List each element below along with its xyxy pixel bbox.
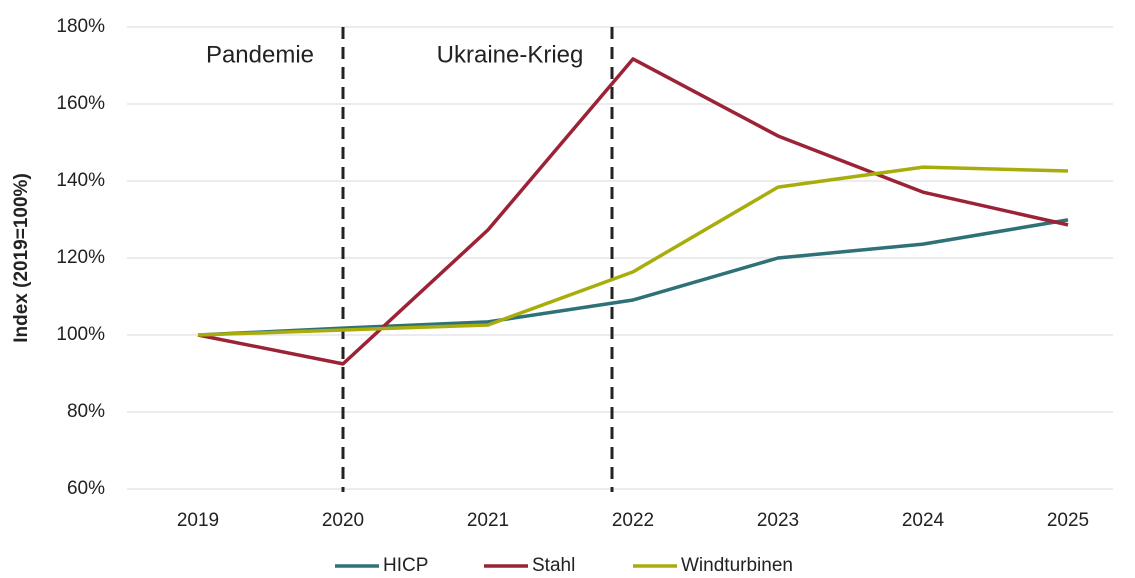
y-tick-label: 140% [56, 170, 105, 191]
y-tick-label: 160% [56, 93, 105, 114]
annotation: Pandemie [206, 41, 314, 68]
x-tick-label: 2023 [757, 510, 799, 531]
x-tick-label: 2022 [612, 510, 654, 531]
x-tick-label: 2019 [177, 510, 219, 531]
x-tick-label: 2021 [467, 510, 509, 531]
y-tick-label: 100% [56, 324, 105, 345]
y-axis-label: Index (2019=100%) [11, 173, 32, 343]
line-series [197, 165, 1069, 337]
line-series [197, 57, 1069, 366]
y-tick-label: 120% [56, 247, 105, 268]
x-tick-label: 2025 [1047, 510, 1089, 531]
y-tick-label: 60% [67, 478, 105, 499]
legend-label: HICP [383, 555, 428, 576]
line-series [197, 218, 1069, 337]
x-tick-label: 2024 [902, 510, 945, 531]
y-tick-label: 180% [56, 16, 105, 37]
legend-label: Windturbinen [681, 555, 793, 576]
annotation: Ukraine-Krieg [437, 41, 584, 68]
y-tick-label: 80% [67, 401, 105, 422]
legend-label: Stahl [532, 555, 575, 576]
x-tick-label: 2020 [322, 510, 364, 531]
